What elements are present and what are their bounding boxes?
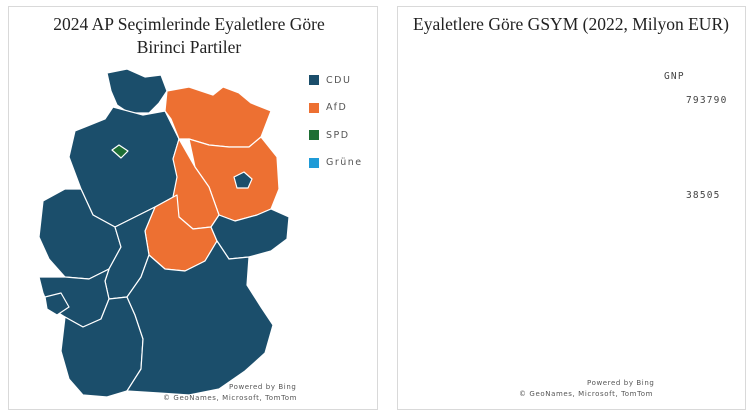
bing-attribution: Powered by Bing (587, 379, 655, 387)
state-mecklenburg-vorpommern[interactable] (164, 86, 272, 148)
bing-attribution: Powered by Bing (229, 383, 297, 391)
legend-item-afd: AfD (309, 101, 363, 115)
legend-swatch-afd (309, 102, 319, 113)
legend-swatch-spd (309, 130, 319, 140)
legend-item-grune: Grüne (309, 156, 363, 170)
state-saarland[interactable] (44, 292, 70, 316)
legend-swatch-grune (309, 157, 319, 168)
legend-label-afd: AfD (326, 102, 348, 113)
left-map-canvas (38, 68, 290, 398)
legend-label-grune: Grüne (326, 157, 363, 168)
legend-label-spd: SPD (326, 129, 350, 141)
state-berlin[interactable] (233, 171, 253, 189)
right-map-canvas (398, 7, 747, 411)
map-sources-attribution: © GeoNames, Microsoft, TomTom (163, 394, 298, 402)
right-map-panel: Eyaletlere Göre GSYM (2022, Milyon EUR) … (397, 6, 746, 410)
color-scale-max: 793790 (686, 95, 728, 106)
legend-item-spd: SPD (309, 128, 363, 142)
legend-item-cdu: CDU (309, 73, 363, 87)
right-map-title: Eyaletlere Göre GSYM (2022, Milyon EUR) (413, 14, 729, 34)
germany-states-group (38, 68, 290, 398)
map-sources-attribution: © GeoNames, Microsoft, TomTom (519, 390, 654, 398)
state-bayern[interactable] (126, 240, 274, 396)
party-legend: CDU AfD SPD Grüne (309, 73, 363, 183)
legend-label-cdu: CDU (326, 74, 352, 86)
state-schleswig-holstein[interactable] (106, 68, 168, 114)
color-scale-title: GNP (664, 71, 685, 82)
color-scale-min: 38505 (686, 190, 721, 201)
left-map-panel: 2024 AP Seçimlerinde Eyaletlere Göre Bir… (8, 6, 378, 410)
left-map-title: 2024 AP Seçimlerinde Eyaletlere Göre Bir… (53, 14, 325, 57)
state-bremen[interactable] (111, 144, 129, 159)
legend-swatch-cdu (309, 75, 319, 85)
